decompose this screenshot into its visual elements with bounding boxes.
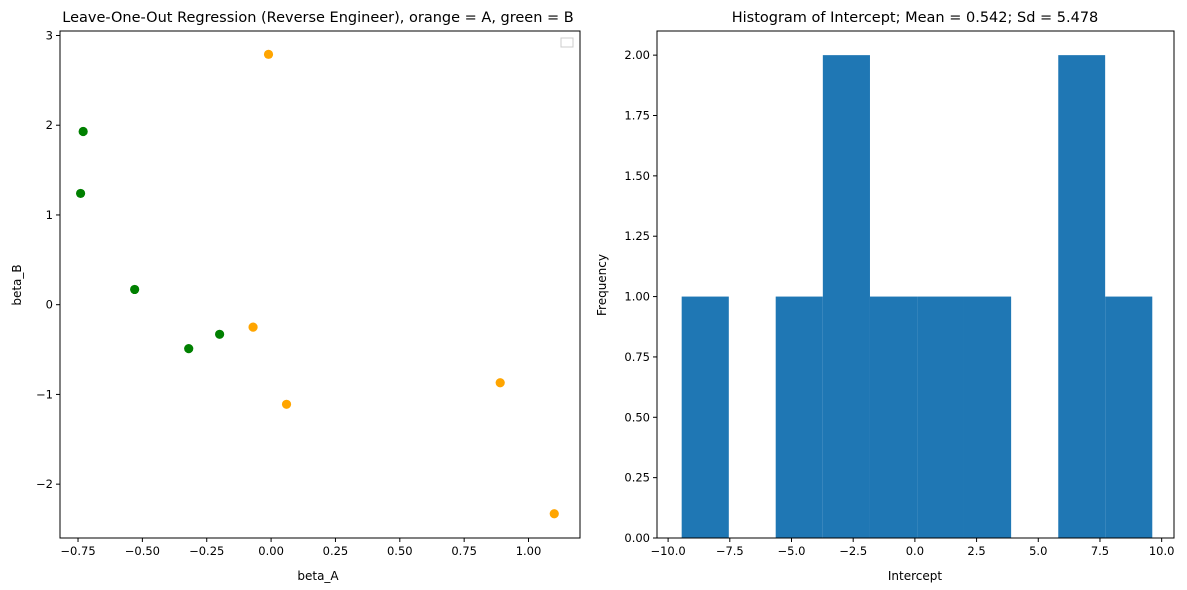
scatter-point (549, 509, 559, 519)
histogram-ytick-label: 0.50 (624, 410, 650, 424)
histogram-xlabel: Intercept (888, 569, 943, 583)
scatter-ylabel: beta_B (10, 264, 24, 305)
histogram-bar (963, 296, 1012, 538)
histogram-bar (869, 296, 918, 538)
scatter-ytick-label: 1 (46, 208, 53, 222)
histogram-ytick-label: 0.25 (624, 471, 650, 485)
histogram-ytick-label: 0.00 (624, 531, 650, 545)
histogram-bar (822, 55, 870, 539)
scatter-xtick-label: 0.75 (451, 544, 477, 558)
scatter-point (78, 126, 88, 137)
histogram-ytick-label: 0.75 (624, 350, 650, 364)
histogram-xtick-label: 10.0 (1149, 544, 1175, 558)
scatter-legend (560, 37, 574, 48)
scatter-xtick-label: −0.75 (60, 544, 95, 558)
histogram-xtick-label: 0.0 (906, 544, 924, 558)
scatter-marks (75, 49, 559, 519)
scatter-xtick-label: −0.50 (125, 544, 160, 558)
histogram-xtick-label: −5.0 (778, 544, 806, 558)
histogram-ytick-label: 1.00 (624, 290, 650, 304)
histogram-bar (1105, 296, 1153, 538)
scatter-xtick-label: −0.25 (189, 544, 224, 558)
histogram-ytick-label: 1.50 (624, 169, 650, 183)
histogram-xtick-label: 5.0 (1029, 544, 1047, 558)
scatter-ytick-label: 3 (46, 28, 53, 42)
scatter-title: Leave-One-Out Regression (Reverse Engine… (62, 10, 573, 26)
histogram-xtick-label: 7.5 (1091, 544, 1109, 558)
histogram-bar (681, 296, 729, 538)
histogram-ticks: −10.0 −7.5 −5.0 −2.5 0.0 2.5 5.0 7.5 10.0 0.00 0.2… (624, 48, 1174, 558)
histogram-ytick-label: 1.75 (624, 109, 650, 123)
histogram-title: Histogram of Intercept; Mean = 0.542; Sd… (732, 10, 1099, 26)
scatter-point (263, 49, 274, 59)
histogram-bars (681, 55, 1153, 539)
scatter-xtick-label: 0.50 (387, 544, 413, 558)
scatter-xtick-label: 0.00 (258, 544, 284, 558)
scatter-ytick-label: −1 (36, 387, 53, 401)
histogram-chart: Histogram of Intercept; Mean = 0.542; Sd… (595, 10, 1175, 583)
scatter-point (215, 329, 225, 339)
scatter-point (75, 188, 86, 199)
scatter-point (248, 322, 258, 332)
scatter-xtick-label: 0.25 (323, 544, 349, 558)
scatter-point (281, 399, 292, 409)
histogram-xtick-label: −7.5 (716, 544, 744, 558)
histogram-bar (775, 296, 823, 538)
histogram-xtick-label: −10.0 (650, 544, 685, 558)
histogram-bar (917, 296, 964, 538)
scatter-ytick-label: 2 (46, 118, 53, 132)
scatter-point (130, 284, 140, 295)
scatter-ytick-label: −2 (36, 477, 53, 491)
scatter-xlabel: beta_A (297, 569, 339, 583)
histogram-plot-frame (656, 30, 1175, 539)
histogram-ylabel: Frequency (595, 254, 609, 316)
scatter-ytick-label: 0 (46, 298, 53, 312)
histogram-bar (1058, 55, 1106, 539)
scatter-ticks: −0.75 −0.50 −0.25 0.00 0.25 0.50 0.75 1.00 −2 −1 0… (36, 28, 541, 558)
scatter-point (495, 378, 505, 388)
histogram-xtick-label: 2.5 (967, 544, 985, 558)
histogram-ytick-label: 2.00 (624, 48, 650, 62)
scatter-chart: Leave-One-Out Regression (Reverse Engine… (10, 10, 581, 583)
histogram-xtick-label: −2.5 (839, 544, 867, 558)
scatter-plot-frame (59, 30, 581, 539)
histogram-ytick-label: 1.25 (624, 229, 650, 243)
scatter-xtick-label: 1.00 (516, 544, 542, 558)
scatter-point (184, 344, 194, 354)
